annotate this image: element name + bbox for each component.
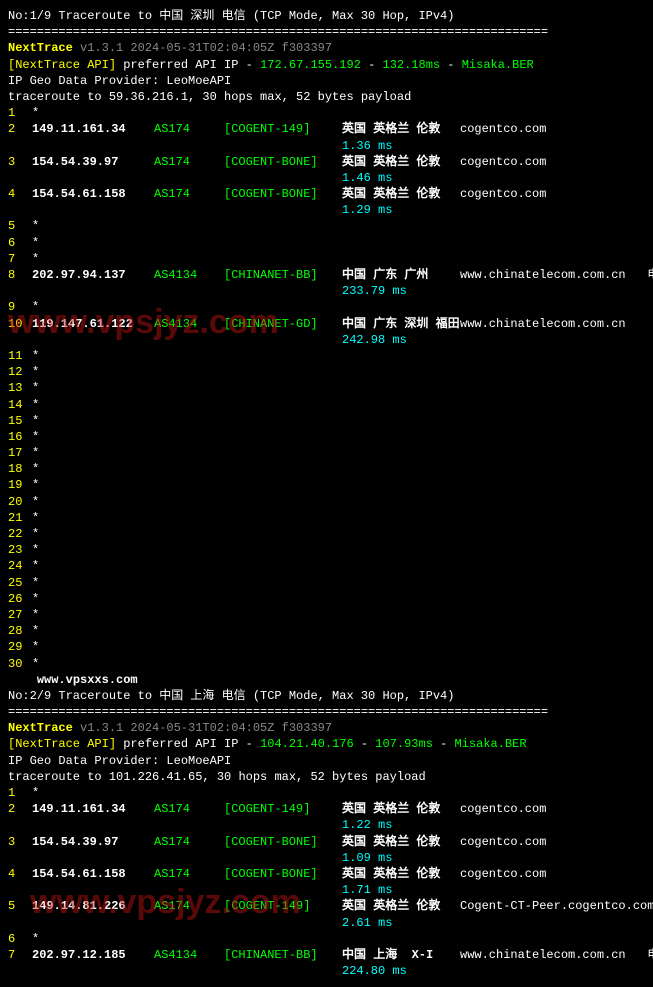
hop-num: 1: [8, 105, 32, 121]
hop-latency: 1.71 ms: [342, 883, 392, 897]
hop-loc: 英国 英格兰 伦敦: [342, 866, 460, 882]
hop-tag: [COGENT-BONE]: [224, 834, 342, 850]
hop-num: 25: [8, 575, 32, 591]
hop-asn: AS4134: [154, 947, 224, 963]
hop-latency: 1.09 ms: [342, 851, 392, 865]
hop-loc: 英国 英格兰 伦敦: [342, 121, 460, 137]
hop-num: 14: [8, 397, 32, 413]
hop-num: 6: [8, 235, 32, 251]
hop-num: 29: [8, 639, 32, 655]
hop-num: 5: [8, 218, 32, 234]
hop-tag: [COGENT-149]: [224, 121, 342, 137]
hop-num: 4: [8, 186, 32, 202]
hop-asn: AS174: [154, 834, 224, 850]
hop-asn: AS174: [154, 186, 224, 202]
hop-host: www.chinatelecom.com.cn: [460, 267, 626, 283]
hop-num: 27: [8, 607, 32, 623]
hop-ip: 154.54.61.158: [32, 866, 154, 882]
hop-num: 30: [8, 656, 32, 672]
hop-latency: 1.46 ms: [342, 171, 392, 185]
hop-asn: AS174: [154, 898, 224, 914]
hop-asn: AS174: [154, 866, 224, 882]
hop-host: www.chinatelecom.com.cn: [460, 947, 626, 963]
hop-latency: 1.29 ms: [342, 203, 392, 217]
hop-latency: 1.22 ms: [342, 818, 392, 832]
hop-host: cogentco.com: [460, 834, 546, 850]
hop-tag: [CHINANET-BB]: [224, 267, 342, 283]
hop-num: 2: [8, 121, 32, 137]
hop-num: 23: [8, 542, 32, 558]
hop-loc: 英国 英格兰 伦敦: [342, 898, 460, 914]
hop-tag: [COGENT-BONE]: [224, 154, 342, 170]
hop-num: 13: [8, 380, 32, 396]
hop-num: 2: [8, 801, 32, 817]
hop-ip: 119.147.61.122: [32, 316, 154, 332]
nexttrace-label: NextTrace: [8, 721, 73, 735]
hop-latency: 1.36 ms: [342, 139, 392, 153]
hop-num: 20: [8, 494, 32, 510]
hop-num: 26: [8, 591, 32, 607]
hop-host: Cogent-CT-Peer.cogentco.com: [460, 898, 653, 914]
hop-tag: [COGENT-BONE]: [224, 866, 342, 882]
hop-loc: 英国 英格兰 伦敦: [342, 801, 460, 817]
hop-num: 9: [8, 299, 32, 315]
hop-num: 3: [8, 834, 32, 850]
hop-num: 4: [8, 866, 32, 882]
hop-num: 19: [8, 477, 32, 493]
hop-num: 10: [8, 316, 32, 332]
hop-loc: 中国 上海 X-I: [342, 947, 460, 963]
hop-ip: 202.97.12.185: [32, 947, 154, 963]
hop-num: 24: [8, 558, 32, 574]
hop-num: 7: [8, 251, 32, 267]
hop-loc: 中国 广东 深圳 福田: [342, 316, 460, 332]
hop-ip: 154.54.61.158: [32, 186, 154, 202]
hop-ip: 154.54.39.97: [32, 834, 154, 850]
hop-loc: 英国 英格兰 伦敦: [342, 186, 460, 202]
hop-latency: 233.79 ms: [342, 284, 407, 298]
nexttrace-label: NextTrace: [8, 41, 73, 55]
hop-num: 22: [8, 526, 32, 542]
hop-loc: 中国 广东 广州: [342, 267, 460, 283]
hop-host: cogentco.com: [460, 801, 546, 817]
hop-asn: AS4134: [154, 267, 224, 283]
hop-num: 7: [8, 947, 32, 963]
hop-tag: [COGENT-149]: [224, 898, 342, 914]
hop-ip: 149.14.81.226: [32, 898, 154, 914]
hop-latency: 2.61 ms: [342, 916, 392, 930]
hop-host: cogentco.com: [460, 186, 546, 202]
hop-host: cogentco.com: [460, 121, 546, 137]
hop-host: cogentco.com: [460, 866, 546, 882]
hop-num: 28: [8, 623, 32, 639]
hop-num: 15: [8, 413, 32, 429]
hop-latency: 224.80 ms: [342, 964, 407, 978]
hop-tag: [CHINANET-BB]: [224, 947, 342, 963]
hop-asn: AS174: [154, 121, 224, 137]
hop-num: 5: [8, 898, 32, 914]
hop-num: 11: [8, 348, 32, 364]
hop-latency: 242.98 ms: [342, 333, 407, 347]
hop-asn: AS174: [154, 801, 224, 817]
hop-tag: [COGENT-BONE]: [224, 186, 342, 202]
hop-num: 17: [8, 445, 32, 461]
hop-num: 18: [8, 461, 32, 477]
hop-tag: [COGENT-149]: [224, 801, 342, 817]
hop-num: 6: [8, 931, 32, 947]
hop-num: 16: [8, 429, 32, 445]
hop-num: 3: [8, 154, 32, 170]
hop-asn: AS4134: [154, 316, 224, 332]
hop-tag: [CHINANET-GD]: [224, 316, 342, 332]
hop-host: www.chinatelecom.com.cn: [460, 316, 626, 332]
hop-num: 21: [8, 510, 32, 526]
hop-asn: AS174: [154, 154, 224, 170]
hop-loc: 英国 英格兰 伦敦: [342, 834, 460, 850]
hop-ip: 149.11.161.34: [32, 121, 154, 137]
hop-num: 12: [8, 364, 32, 380]
hop-ip: 202.97.94.137: [32, 267, 154, 283]
hop-ip: 149.11.161.34: [32, 801, 154, 817]
hop-num: 8: [8, 267, 32, 283]
hop-num: 1: [8, 785, 32, 801]
hop-ip: 154.54.39.97: [32, 154, 154, 170]
hop-loc: 英国 英格兰 伦敦: [342, 154, 460, 170]
hop-host: cogentco.com: [460, 154, 546, 170]
